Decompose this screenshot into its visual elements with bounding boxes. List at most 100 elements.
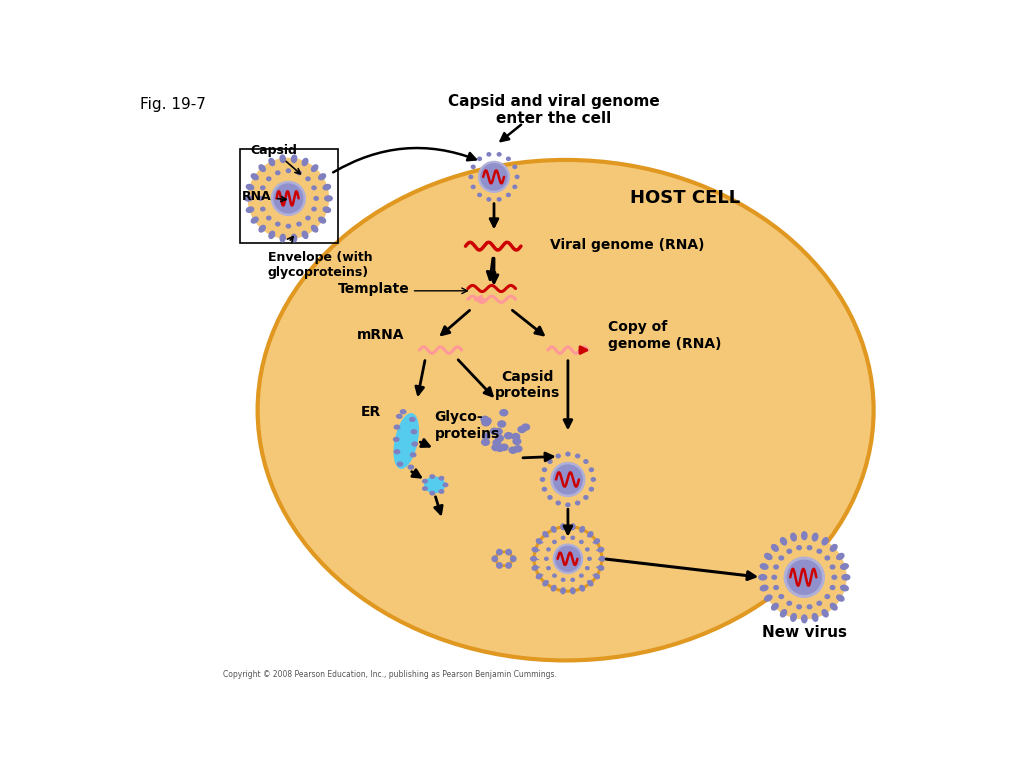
Ellipse shape (487, 198, 490, 201)
Ellipse shape (561, 536, 565, 539)
Ellipse shape (325, 196, 332, 201)
Ellipse shape (259, 197, 263, 200)
Ellipse shape (599, 557, 605, 561)
Ellipse shape (548, 460, 552, 463)
Ellipse shape (571, 536, 574, 539)
Ellipse shape (771, 604, 778, 610)
Ellipse shape (580, 585, 585, 591)
Ellipse shape (556, 502, 560, 505)
Ellipse shape (245, 196, 252, 201)
Ellipse shape (312, 186, 316, 190)
Ellipse shape (513, 165, 517, 168)
Ellipse shape (780, 610, 786, 617)
Ellipse shape (561, 524, 565, 530)
Ellipse shape (287, 169, 291, 173)
Ellipse shape (817, 549, 821, 553)
Ellipse shape (545, 558, 548, 561)
Ellipse shape (537, 539, 542, 544)
Circle shape (481, 164, 507, 190)
Ellipse shape (423, 487, 427, 490)
Ellipse shape (481, 416, 488, 422)
Ellipse shape (425, 477, 444, 492)
Ellipse shape (584, 460, 588, 463)
Ellipse shape (566, 503, 570, 507)
Ellipse shape (584, 495, 588, 499)
Ellipse shape (547, 548, 550, 551)
Ellipse shape (833, 575, 837, 579)
Ellipse shape (570, 588, 574, 594)
Ellipse shape (306, 177, 310, 180)
Ellipse shape (580, 541, 583, 544)
Ellipse shape (292, 155, 297, 163)
Text: Fig. 19-7: Fig. 19-7 (140, 97, 206, 112)
Ellipse shape (302, 231, 308, 238)
Ellipse shape (324, 207, 331, 213)
Ellipse shape (281, 155, 286, 163)
Ellipse shape (269, 158, 274, 166)
Ellipse shape (575, 502, 580, 505)
Ellipse shape (394, 414, 418, 468)
Ellipse shape (498, 153, 501, 156)
Text: Copy of
genome (RNA): Copy of genome (RNA) (608, 320, 722, 350)
Text: Glyco-
proteins: Glyco- proteins (435, 410, 500, 441)
Ellipse shape (791, 533, 797, 541)
Ellipse shape (247, 184, 254, 190)
Ellipse shape (590, 488, 594, 491)
Ellipse shape (281, 234, 286, 242)
Ellipse shape (314, 197, 318, 200)
Ellipse shape (822, 538, 828, 545)
Ellipse shape (269, 231, 274, 238)
Ellipse shape (394, 450, 399, 454)
Text: Viral genome (RNA): Viral genome (RNA) (550, 237, 705, 252)
Ellipse shape (591, 478, 595, 482)
Text: ER: ER (360, 406, 381, 419)
Circle shape (497, 563, 502, 568)
Ellipse shape (598, 566, 604, 570)
Ellipse shape (780, 538, 786, 545)
Ellipse shape (439, 476, 443, 480)
Ellipse shape (765, 554, 772, 559)
Ellipse shape (312, 207, 316, 211)
Text: New virus: New virus (762, 625, 847, 641)
Ellipse shape (825, 556, 829, 560)
Ellipse shape (259, 165, 265, 171)
Ellipse shape (496, 435, 504, 442)
Ellipse shape (594, 539, 599, 544)
Ellipse shape (297, 171, 301, 174)
Ellipse shape (771, 545, 778, 551)
Ellipse shape (412, 430, 417, 434)
Ellipse shape (487, 153, 490, 156)
Ellipse shape (443, 483, 447, 487)
Circle shape (763, 536, 846, 619)
Ellipse shape (505, 432, 512, 439)
Ellipse shape (586, 548, 589, 551)
Ellipse shape (482, 433, 490, 439)
Ellipse shape (478, 194, 481, 197)
Circle shape (511, 556, 516, 561)
Ellipse shape (772, 575, 776, 579)
Ellipse shape (495, 429, 502, 435)
Ellipse shape (841, 564, 848, 569)
Ellipse shape (797, 605, 802, 609)
Ellipse shape (534, 526, 602, 591)
Ellipse shape (774, 585, 778, 590)
Ellipse shape (507, 194, 510, 197)
Circle shape (478, 161, 509, 192)
Ellipse shape (598, 548, 604, 552)
Ellipse shape (513, 439, 521, 445)
Circle shape (274, 184, 303, 213)
Ellipse shape (830, 604, 837, 610)
Ellipse shape (822, 610, 828, 617)
Ellipse shape (500, 409, 508, 415)
Ellipse shape (393, 438, 399, 442)
Ellipse shape (532, 548, 538, 552)
Ellipse shape (837, 595, 844, 601)
Ellipse shape (411, 453, 416, 457)
Ellipse shape (496, 552, 512, 566)
Ellipse shape (430, 492, 434, 495)
Text: Template: Template (338, 282, 410, 296)
Ellipse shape (817, 601, 821, 605)
Ellipse shape (513, 185, 517, 188)
Circle shape (784, 558, 824, 598)
Ellipse shape (409, 465, 414, 469)
